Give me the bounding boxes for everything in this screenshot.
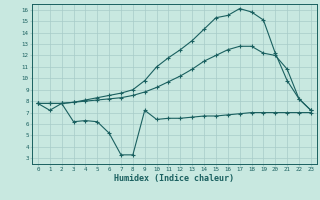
X-axis label: Humidex (Indice chaleur): Humidex (Indice chaleur) [115,174,234,183]
